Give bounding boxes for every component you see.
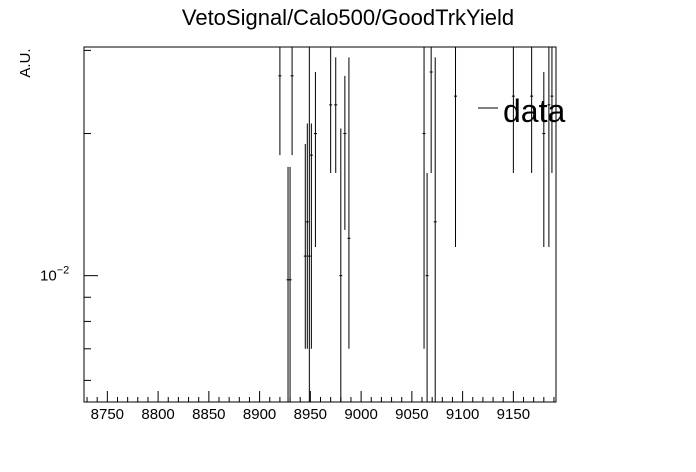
y-tick-label: 10−2 xyxy=(40,265,69,285)
x-tick-label: 9100 xyxy=(446,406,479,423)
plot-frame xyxy=(83,46,557,403)
legend-entry-data: data xyxy=(503,93,565,129)
x-tick-label: 9050 xyxy=(395,406,428,423)
x-tick-label: 8800 xyxy=(141,406,174,423)
x-tick-label: 8900 xyxy=(243,406,276,423)
x-tick-label: 8750 xyxy=(91,406,124,423)
data-series xyxy=(278,47,554,402)
x-tick-label: 8950 xyxy=(294,406,327,423)
legend: data xyxy=(478,93,565,129)
x-tick-label: 8850 xyxy=(192,406,225,423)
x-tick-label: 9000 xyxy=(344,406,377,423)
chart-title: VetoSignal/Calo500/GoodTrkYield xyxy=(182,5,514,30)
x-tick-label: 9150 xyxy=(497,406,530,423)
y-axis-label: A.U. xyxy=(17,48,34,77)
axis-ticks: 8750 8800 8850 8900 8950 9000 9050 9100 9150 10−2 xyxy=(40,49,555,423)
